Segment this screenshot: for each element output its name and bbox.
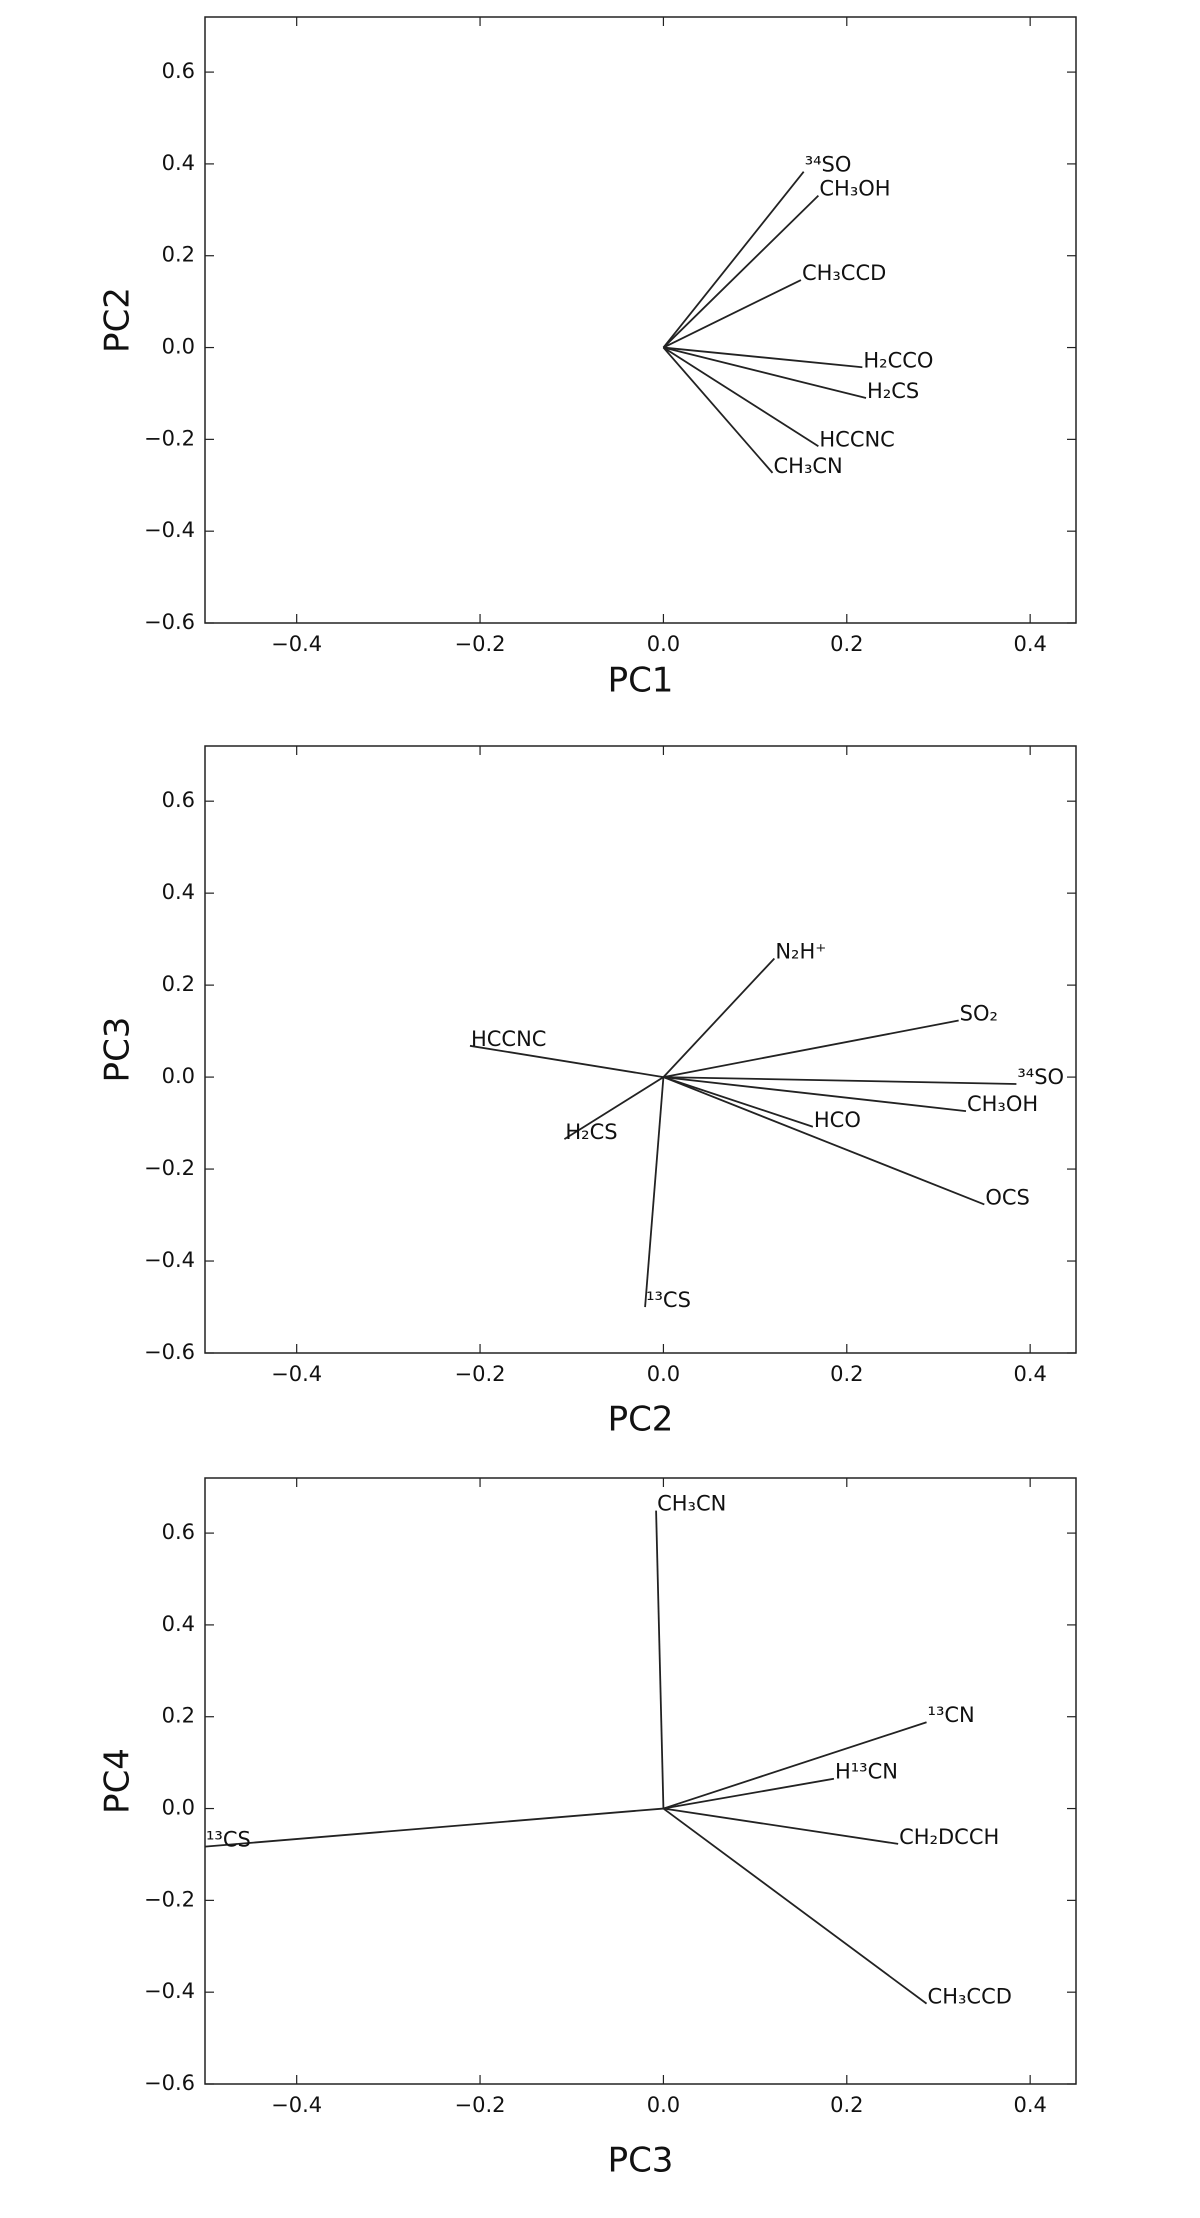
y-tick-label: 0.4	[162, 880, 195, 904]
vector-label: N₂H⁺	[775, 939, 826, 963]
loading-vector	[663, 346, 863, 369]
y-tick-label: −0.4	[144, 1979, 195, 2003]
loading-vector	[655, 1510, 665, 1809]
plot-frame	[204, 1477, 1077, 2085]
vector-label: ¹³CS	[646, 1288, 691, 1312]
x-tick-label: 0.4	[1013, 1362, 1046, 1386]
vector-label: CH₃CCD	[802, 261, 886, 285]
y-tick-label: −0.6	[144, 2071, 195, 2095]
loading-vector	[663, 279, 802, 349]
vector-label: SO₂	[960, 1002, 998, 1026]
y-tick-label: −0.4	[144, 1248, 195, 1272]
y-tick-label: 0.2	[162, 1704, 195, 1728]
y-tick-label: −0.2	[144, 1156, 195, 1180]
y-tick-label: −0.2	[144, 1887, 195, 1911]
x-tick-label: 0.0	[647, 2093, 680, 2117]
x-tick-label: 0.4	[1013, 632, 1046, 656]
y-tick-label: −0.6	[144, 1340, 195, 1364]
vector-label: H₂CS	[565, 1120, 617, 1144]
y-tick-label: 0.2	[162, 972, 195, 996]
x-tick-label: −0.4	[271, 1362, 322, 1386]
vector-label: H₂CS	[867, 379, 919, 403]
vector-label: ³⁴SO	[1017, 1065, 1064, 1089]
y-tick-label: 0.4	[162, 151, 195, 175]
y-tick-label: −0.4	[144, 518, 195, 542]
plot-frame	[204, 16, 1077, 624]
y-tick-label: 0.6	[162, 788, 195, 812]
loading-vector	[663, 346, 867, 399]
vector-label: CH₃CCD	[928, 1985, 1012, 2009]
vector-label: CH₂DCCH	[899, 1825, 999, 1849]
plot-frame	[204, 745, 1077, 1354]
y-tick-label: 0.2	[162, 243, 195, 267]
vector-label: ¹³CN	[928, 1703, 975, 1727]
vector-label: HCCNC	[819, 427, 895, 451]
x-tick-label: 0.0	[647, 632, 680, 656]
y-axis-label: PC4	[98, 1748, 138, 1814]
vector-label: H₂CCO	[863, 348, 933, 372]
loading-vector	[563, 1076, 664, 1140]
y-tick-label: 0.4	[162, 1612, 195, 1636]
vector-label: ¹³CS	[206, 1828, 251, 1852]
x-tick-label: 0.2	[830, 1362, 863, 1386]
loading-vector	[662, 1807, 928, 2005]
x-tick-label: −0.2	[455, 2093, 506, 2117]
x-tick-label: 0.0	[647, 1362, 680, 1386]
x-tick-label: −0.2	[455, 632, 506, 656]
y-tick-label: 0.0	[162, 335, 195, 359]
loading-vector	[662, 194, 819, 349]
x-tick-label: 0.2	[830, 632, 863, 656]
loading-vector	[662, 957, 776, 1078]
loading-vector	[663, 1807, 899, 1845]
y-tick-label: 0.0	[162, 1796, 195, 1820]
vector-label: HCO	[814, 1108, 861, 1132]
y-tick-label: −0.2	[144, 426, 195, 450]
x-axis-label: PC2	[608, 1400, 674, 1440]
loading-vector	[662, 171, 805, 349]
loading-vector	[663, 1721, 927, 1810]
y-axis-label: PC2	[98, 287, 138, 353]
vector-label: HCCNC	[471, 1027, 547, 1051]
x-tick-label: −0.4	[271, 632, 322, 656]
vector-label: H¹³CN	[835, 1760, 898, 1784]
x-tick-label: 0.4	[1013, 2093, 1046, 2117]
vector-label: CH₃CN	[774, 454, 843, 478]
x-axis-label: PC1	[608, 661, 674, 701]
vector-label: CH₃OH	[967, 1092, 1038, 1116]
loading-vector	[662, 346, 819, 448]
loading-vector	[204, 1807, 664, 1848]
y-tick-label: 0.6	[162, 59, 195, 83]
loading-vector	[469, 1044, 664, 1078]
x-tick-label: −0.4	[271, 2093, 322, 2117]
x-tick-label: −0.2	[455, 1362, 506, 1386]
loading-vector	[663, 1019, 959, 1078]
x-tick-label: 0.2	[830, 2093, 863, 2117]
y-tick-label: 0.0	[162, 1064, 195, 1088]
vector-label: OCS	[985, 1185, 1030, 1209]
loading-vector	[662, 346, 774, 474]
vector-label: ³⁴SO	[805, 153, 852, 177]
y-axis-label: PC3	[98, 1017, 138, 1083]
loading-vector	[663, 1076, 1017, 1085]
loading-vector	[663, 1076, 967, 1113]
loading-vector	[663, 1076, 814, 1128]
y-tick-label: −0.6	[144, 610, 195, 634]
loading-vector	[644, 1077, 665, 1308]
x-axis-label: PC3	[608, 2141, 674, 2181]
vector-label: CH₃CN	[657, 1492, 726, 1516]
vector-label: CH₃OH	[819, 177, 890, 201]
loading-vector	[663, 1777, 835, 1810]
y-tick-label: 0.6	[162, 1520, 195, 1544]
loading-vector	[663, 1076, 985, 1206]
